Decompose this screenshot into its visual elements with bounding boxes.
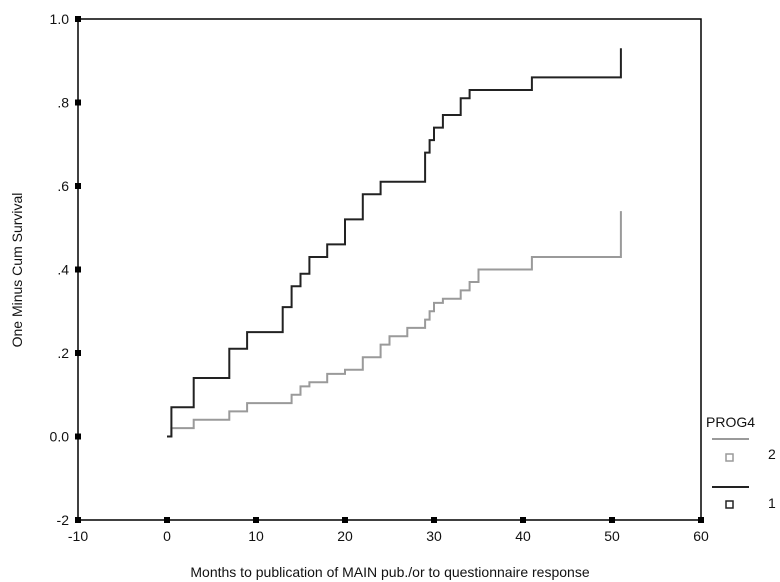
x-tick-mark xyxy=(431,517,437,523)
x-tick-mark xyxy=(342,517,348,523)
x-tick-label: 30 xyxy=(426,528,442,544)
y-tick-mark xyxy=(75,99,81,106)
legend: PROG4 2 1 xyxy=(706,414,776,511)
x-tick-label: -10 xyxy=(68,528,88,544)
x-tick-label: 20 xyxy=(337,528,353,544)
y-tick-mark xyxy=(75,16,81,22)
x-tick-label: 40 xyxy=(515,528,531,544)
x-axis-title: Months to publication of MAIN pub./or to… xyxy=(190,564,589,580)
y-tick-label: .4 xyxy=(57,262,69,278)
x-tick-mark xyxy=(253,517,259,523)
legend-marker-2 xyxy=(725,453,734,462)
y-tick-label: 1.0 xyxy=(50,11,70,27)
y-tick-mark xyxy=(75,183,81,189)
x-tick-label: 10 xyxy=(248,528,264,544)
x-tick-mark xyxy=(609,517,615,523)
x-tick-mark xyxy=(520,517,526,523)
y-axis: -2 0.0 .2 .4 .6 .8 1.0 xyxy=(50,11,81,528)
y-axis-title: One Minus Cum Survival xyxy=(9,193,25,348)
y-tick-label: -2 xyxy=(57,512,70,528)
legend-marker-1 xyxy=(725,500,734,509)
y-tick-label: 0.0 xyxy=(50,429,70,445)
legend-label-1: 1 xyxy=(768,495,776,511)
series-line-1 xyxy=(167,48,622,438)
series-layer xyxy=(167,48,622,438)
y-tick-mark xyxy=(75,350,81,356)
legend-label-2: 2 xyxy=(768,446,776,462)
x-tick-mark xyxy=(164,517,170,523)
x-tick-mark xyxy=(75,517,81,523)
y-tick-mark xyxy=(75,433,81,440)
legend-title: PROG4 xyxy=(706,414,755,430)
plot-frame xyxy=(77,18,702,521)
x-tick-label: 50 xyxy=(604,528,620,544)
y-tick-label: .6 xyxy=(57,178,69,194)
x-axis: -10 0 10 20 30 40 50 60 xyxy=(68,517,709,544)
y-tick-label: .8 xyxy=(57,95,69,111)
x-tick-mark xyxy=(698,517,704,523)
x-tick-label: 0 xyxy=(163,528,171,544)
y-tick-mark xyxy=(75,266,81,273)
x-tick-label: 60 xyxy=(693,528,709,544)
y-tick-label: .2 xyxy=(57,345,69,361)
series-line-2 xyxy=(167,211,622,438)
